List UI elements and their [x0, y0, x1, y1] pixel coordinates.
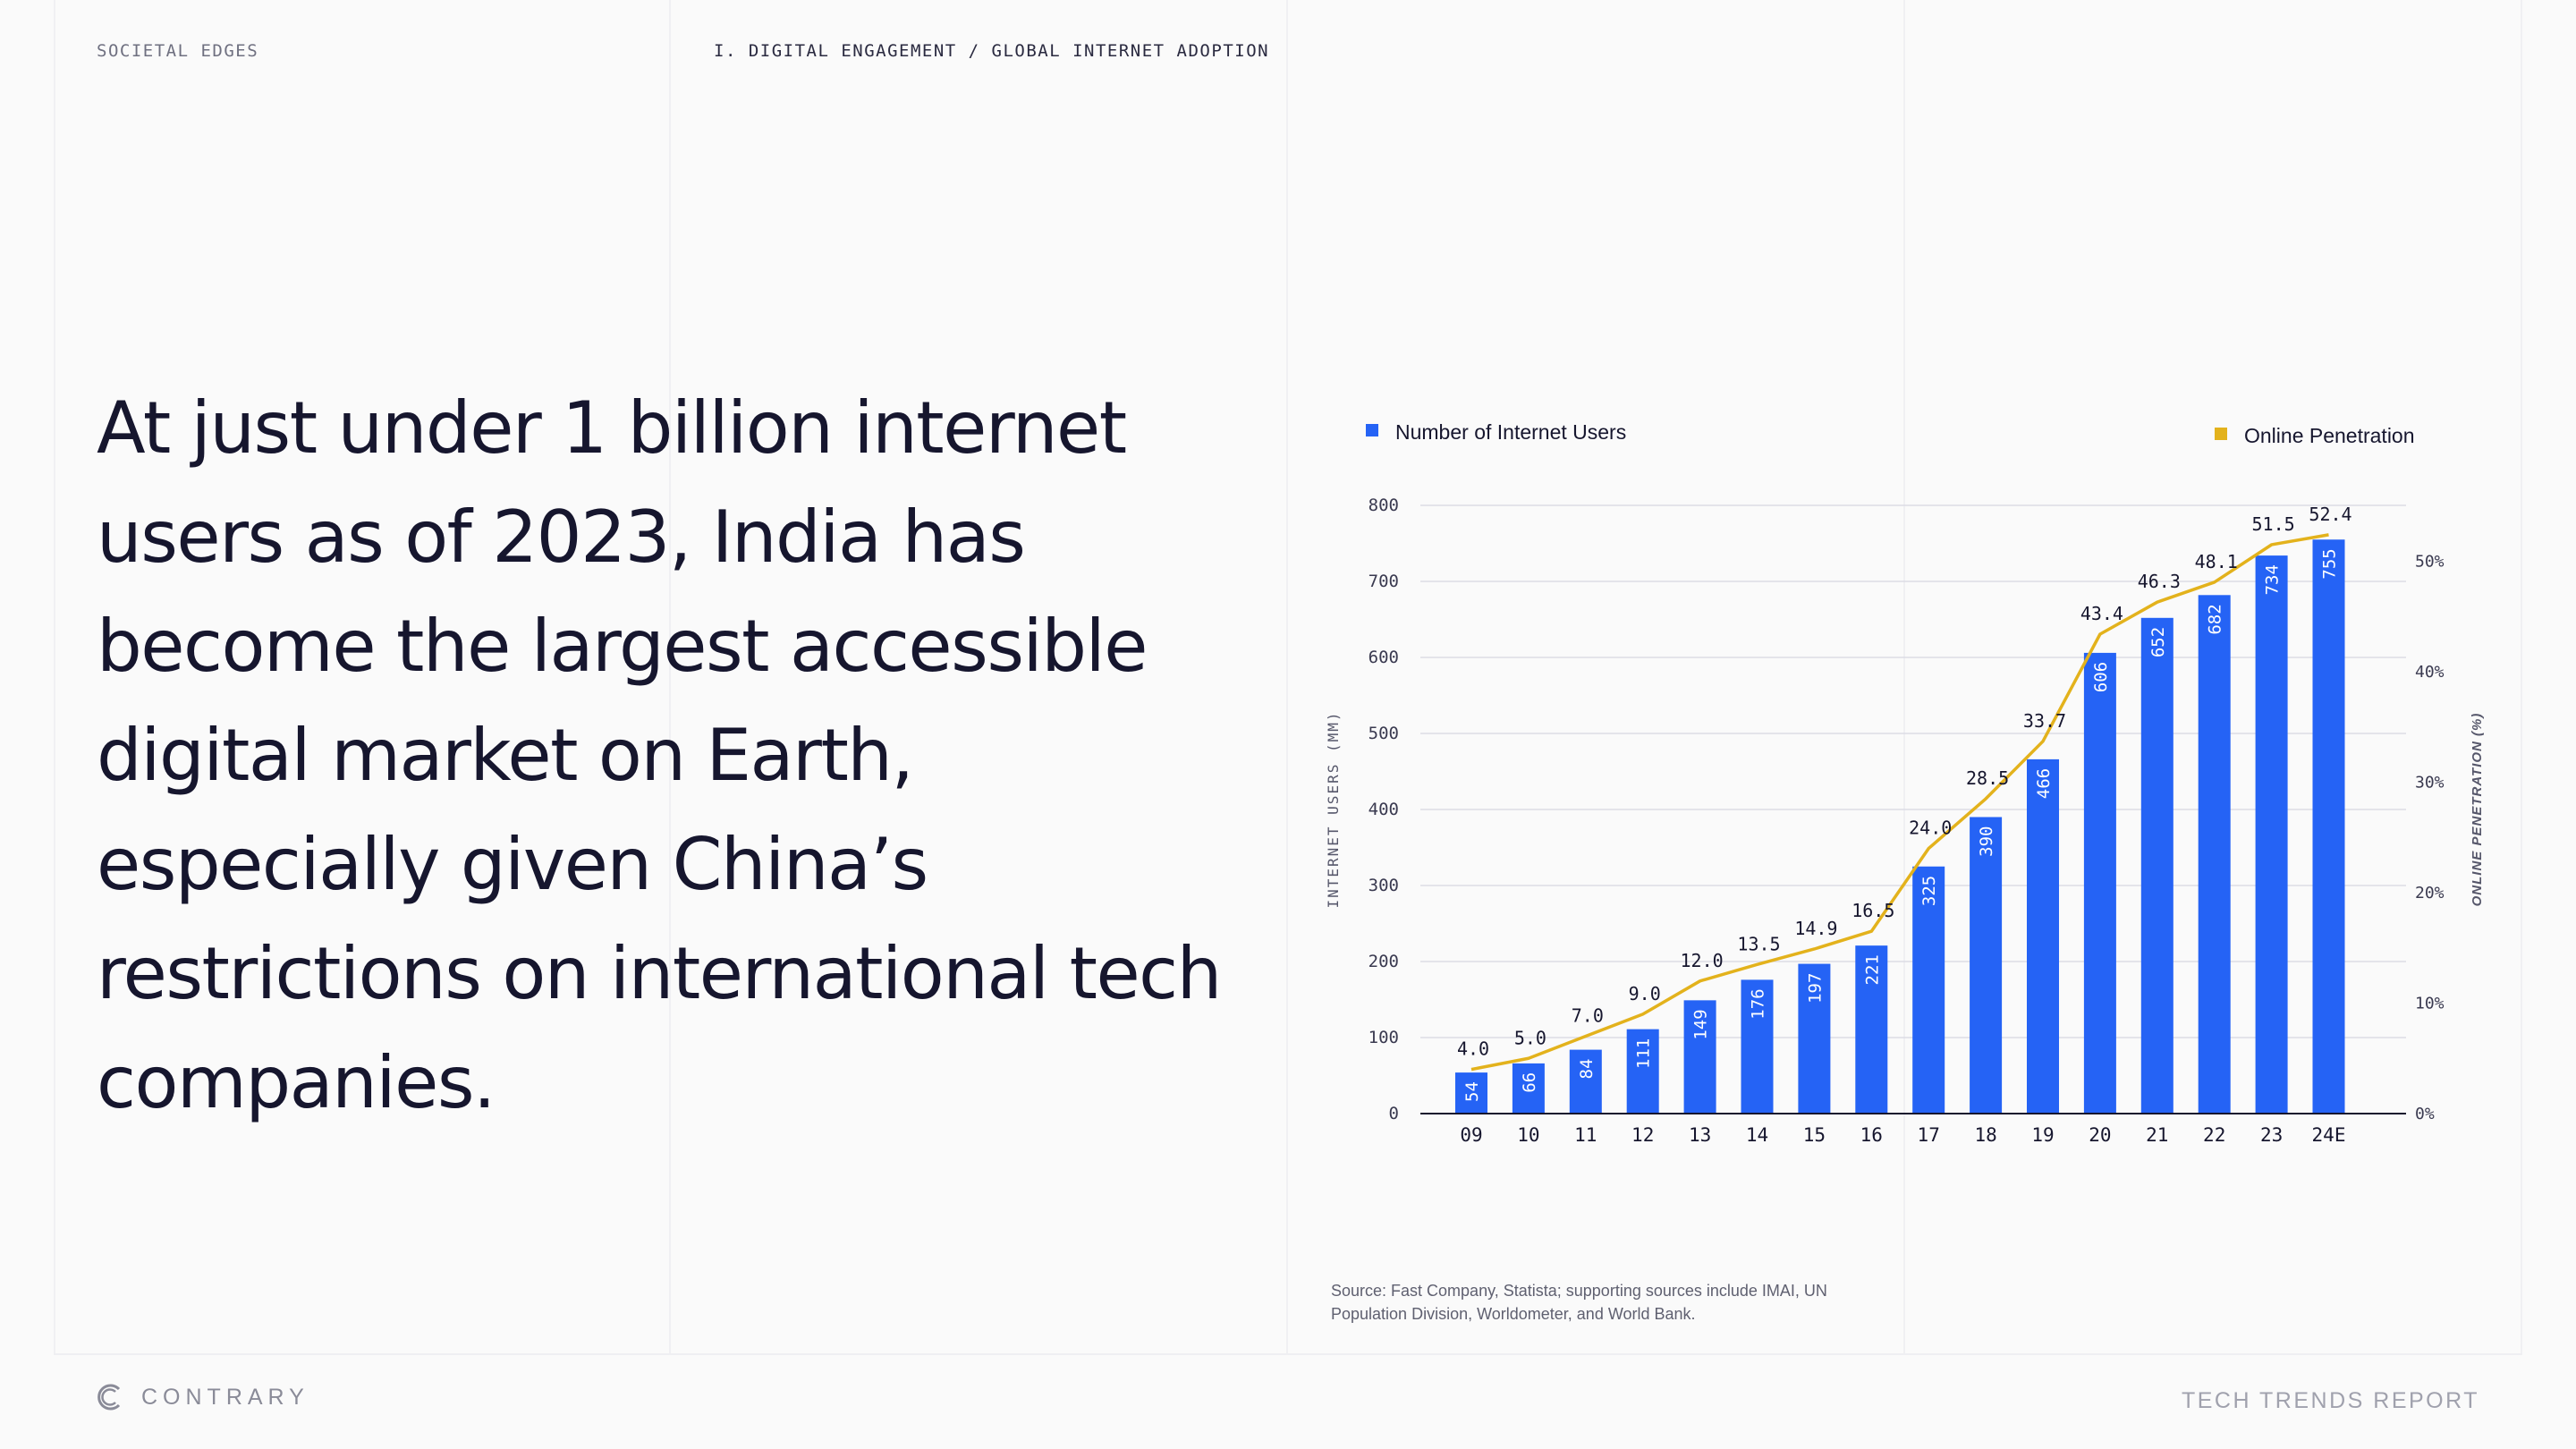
y-tick-label: 400 — [1368, 800, 1399, 819]
bar-value-label: 84 — [1577, 1059, 1597, 1080]
line-value-label: 46.3 — [2138, 571, 2181, 592]
bar-value-label: 755 — [2320, 548, 2340, 579]
penetration-line — [1470, 533, 2329, 1072]
line-value-label: 4.0 — [1457, 1038, 1489, 1060]
source-note: Source: Fast Company, Statista; supporti… — [1331, 1282, 1827, 1323]
bar — [1512, 1063, 1545, 1114]
x-tick-label: 18 — [1974, 1124, 1996, 1146]
x-tick-label: 23 — [2260, 1124, 2283, 1146]
y2-tick-label: 10% — [2415, 995, 2445, 1013]
x-tick-label: 10 — [1517, 1124, 1539, 1146]
y2-tick-label: 50% — [2415, 553, 2445, 572]
y2-tick-label: 20% — [2415, 884, 2445, 902]
line-value-label: 48.1 — [2195, 551, 2238, 572]
bar-value-label: 176 — [1749, 988, 1768, 1019]
bar-value-label: 325 — [1919, 876, 1939, 906]
y-tick-label: 500 — [1368, 724, 1399, 743]
bar-value-label: 652 — [2148, 627, 2168, 657]
bar — [1912, 866, 1945, 1114]
bar — [1455, 1072, 1487, 1114]
y-tick-label: 600 — [1368, 648, 1399, 667]
bar — [2255, 555, 2288, 1114]
bar — [1970, 817, 2003, 1114]
y-tick-label: 200 — [1368, 952, 1399, 971]
legend-label-users: Number of Internet Users — [1395, 420, 1626, 444]
x-tick-label: 24E — [2312, 1124, 2346, 1146]
breadcrumb: I. DIGITAL ENGAGEMENT / GLOBAL INTERNET … — [714, 41, 1270, 61]
bar — [1741, 979, 1774, 1114]
x-tick-label: 13 — [1689, 1124, 1711, 1146]
y-tick-label: 100 — [1368, 1028, 1399, 1047]
x-tick-label: 16 — [1860, 1124, 1883, 1146]
x-tick-label: 17 — [1918, 1124, 1940, 1146]
bar-value-label: 390 — [1977, 826, 1996, 857]
y-tick-label: 800 — [1368, 496, 1399, 515]
line-value-label: 33.7 — [2023, 710, 2066, 732]
y2-tick-label: 0% — [2415, 1105, 2435, 1123]
line-value-label: 24.0 — [1909, 818, 1952, 839]
line-value-label: 14.9 — [1794, 918, 1837, 939]
bar — [2083, 652, 2116, 1114]
bar — [1569, 1049, 1602, 1114]
line-value-label: 7.0 — [1572, 1005, 1604, 1027]
headline: At just under 1 billion internet users a… — [97, 386, 1222, 1124]
line-value-label: 43.4 — [2080, 603, 2123, 624]
line-value-label: 28.5 — [1966, 767, 2009, 789]
x-tick-label: 11 — [1574, 1124, 1597, 1146]
y-tick-label: 300 — [1368, 876, 1399, 895]
x-tick-label: 15 — [1803, 1124, 1826, 1146]
y-axis-label: INTERNET USERS (MM) — [1325, 710, 1342, 908]
y-tick-label: 700 — [1368, 572, 1399, 591]
line-value-label: 52.4 — [2309, 504, 2351, 525]
bar-value-label: 149 — [1691, 1009, 1711, 1039]
bar-value-label: 734 — [2263, 564, 2283, 595]
y-tick-label: 0 — [1389, 1104, 1399, 1123]
bar-value-label: 197 — [1805, 973, 1825, 1004]
x-tick-label: 19 — [2031, 1124, 2054, 1146]
bar-value-label: 54 — [1462, 1081, 1482, 1102]
y2-axis-label: ONLINE PENETRATION (%) — [2470, 713, 2485, 907]
legend-swatch-penetration — [2215, 428, 2227, 440]
y2-tick-label: 40% — [2415, 663, 2445, 682]
bar-value-label: 466 — [2034, 768, 2054, 799]
x-tick-label: 20 — [2089, 1124, 2111, 1146]
logo-text: CONTRARY — [141, 1384, 309, 1410]
chart: 0 100 200 300 400 500 600 700 800 0% 10% 20% 30% 40% 5… — [1325, 420, 2485, 1146]
line-value-label: 12.0 — [1681, 950, 1724, 971]
bar — [1626, 1029, 1659, 1114]
x-tick-label: 14 — [1746, 1124, 1768, 1146]
bar-value-label: 606 — [2091, 662, 2111, 692]
bar — [1683, 1000, 1716, 1114]
legend-swatch-users — [1366, 424, 1378, 436]
bar — [1855, 945, 1888, 1114]
bar — [2198, 595, 2231, 1114]
line-value-label: 16.5 — [1852, 900, 1894, 921]
bar — [2027, 758, 2059, 1114]
bar-value-label: 111 — [1634, 1038, 1654, 1069]
bar-value-label: 66 — [1520, 1072, 1539, 1093]
legend-label-penetration: Online Penetration — [2244, 424, 2415, 447]
y2-tick-label: 30% — [2415, 774, 2445, 792]
bar — [2312, 539, 2345, 1114]
bar-value-label: 221 — [1862, 954, 1882, 985]
x-tick-label: 21 — [2146, 1124, 2168, 1146]
line-value-label: 9.0 — [1629, 983, 1661, 1004]
contrary-logo-icon — [97, 1384, 121, 1411]
report-title: TECH TRENDS REPORT — [2181, 1388, 2479, 1413]
x-tick-label: 12 — [1631, 1124, 1654, 1146]
line-value-label: 13.5 — [1737, 933, 1780, 954]
bar — [2140, 617, 2174, 1114]
line-value-label: 51.5 — [2252, 513, 2295, 535]
x-tick-label: 09 — [1460, 1124, 1482, 1146]
x-tick-label: 22 — [2203, 1124, 2225, 1146]
bar — [1798, 963, 1831, 1114]
bar-value-label: 682 — [2206, 604, 2225, 634]
line-value-label: 5.0 — [1514, 1027, 1546, 1048]
contrary-logo: CONTRARY — [95, 1382, 309, 1412]
section-label: SOCIETAL EDGES — [97, 41, 259, 61]
